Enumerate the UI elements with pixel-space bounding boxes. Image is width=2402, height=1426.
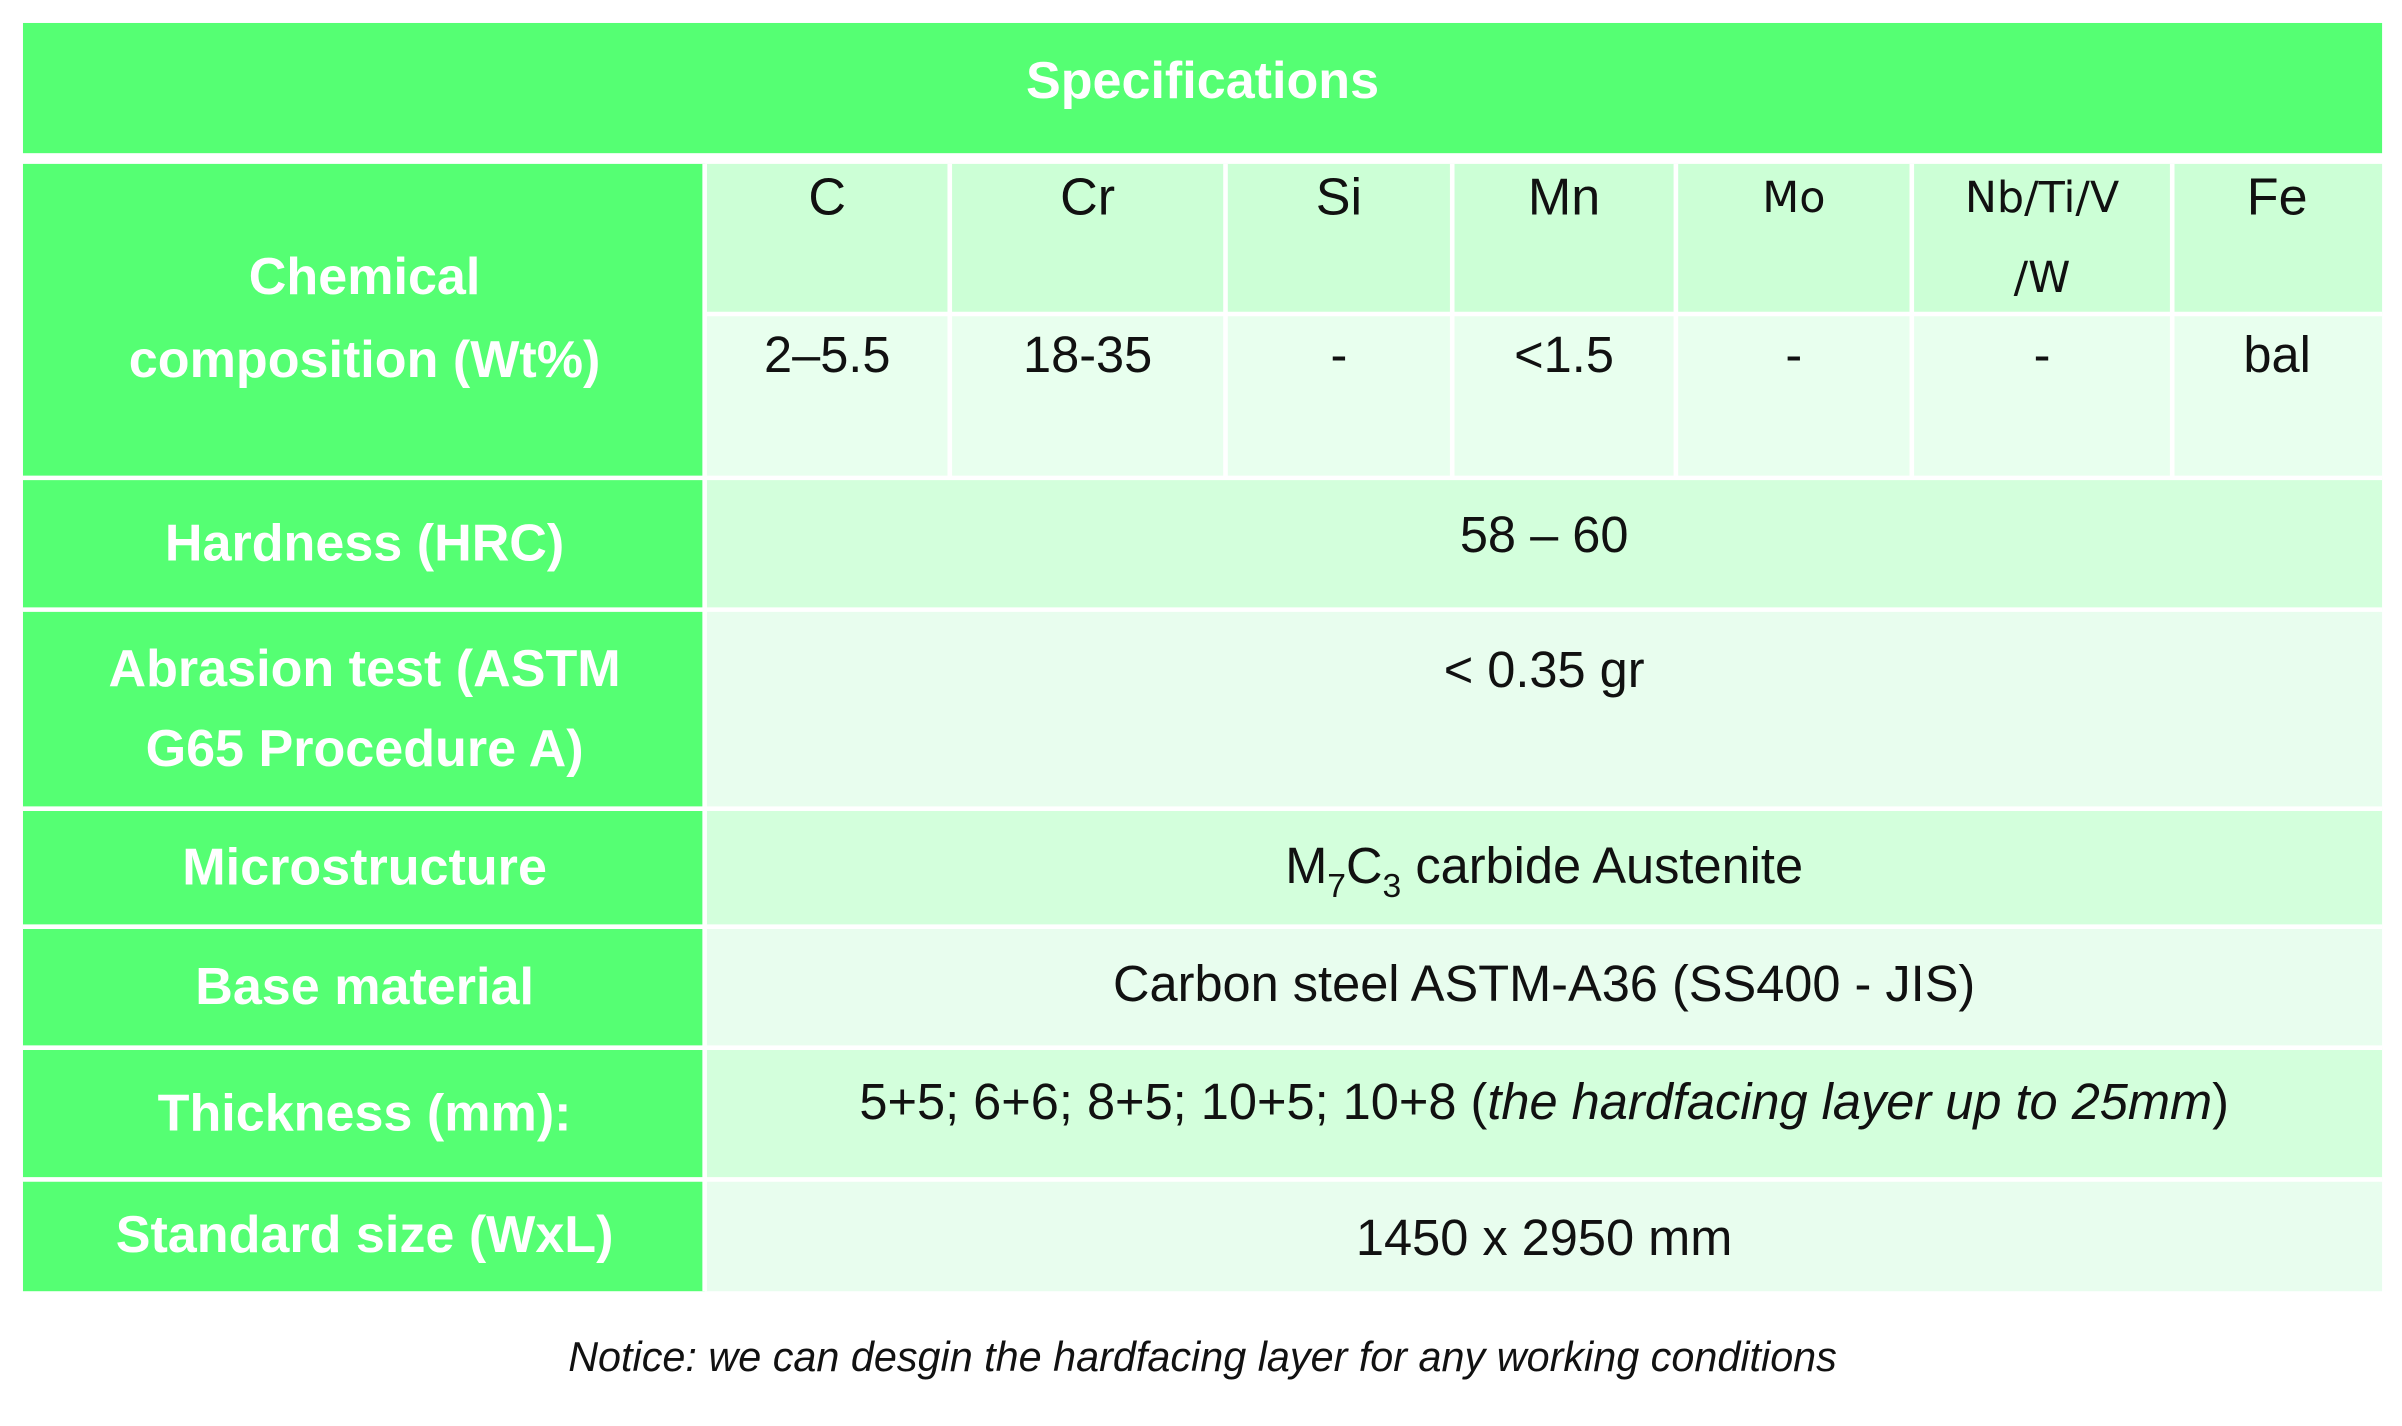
element-value: - <box>2034 326 2051 383</box>
title-bar <box>22 22 2383 154</box>
label-cell <box>22 926 705 1048</box>
row-value: < 0.35 gr <box>1444 641 1645 698</box>
value-cells <box>704 313 2383 478</box>
label-line: Thickness (mm): <box>158 1084 572 1142</box>
element-name: /W <box>2014 253 2071 303</box>
element-value: - <box>1330 326 1347 383</box>
label-cell <box>22 1047 705 1180</box>
element-name: Fe <box>2247 168 2308 226</box>
label-line: Abrasion test (ASTM <box>109 640 621 698</box>
value-part: 3 <box>1383 868 1402 905</box>
value-cell <box>704 477 2383 610</box>
element-name: Mo <box>1762 173 1825 223</box>
label-line: composition (Wt%) <box>129 331 601 389</box>
label-cell <box>22 1179 705 1292</box>
label-cell <box>22 808 705 927</box>
value-part: 5+5; 6+6; 8+5; 10+5; 10+8 ( <box>859 1073 1487 1130</box>
element-name: Nb/Ti/V <box>1965 173 2119 223</box>
header-cells <box>704 163 2383 314</box>
label-cell <box>22 477 705 610</box>
row-value: 1450 x 2950 mm <box>1356 1210 1732 1267</box>
value-cell <box>704 1179 2383 1292</box>
value-cell <box>704 926 2383 1048</box>
label-cell <box>22 609 705 809</box>
element-value: - <box>1785 326 1802 383</box>
value-part: carbide Austenite <box>1401 837 1803 894</box>
value-part: 58 – 60 <box>1460 506 1629 563</box>
value-part: the hardfacing layer up to 25mm <box>1487 1073 2212 1130</box>
element-name: Si <box>1316 168 1362 226</box>
value-part: ) <box>2212 1073 2229 1130</box>
value-part: M <box>1285 837 1327 894</box>
row-value: 5+5; 6+6; 8+5; 10+5; 10+8 (the hardfacin… <box>859 1073 2229 1130</box>
label-line: Chemical <box>249 248 481 306</box>
label-cell <box>22 163 705 478</box>
value-part: C <box>1346 837 1383 894</box>
element-value: <1.5 <box>1514 326 1614 383</box>
value-part: Carbon steel ASTM-A36 (SS400 - JIS) <box>1113 955 1975 1012</box>
row-value: Carbon steel ASTM-A36 (SS400 - JIS) <box>1113 955 1975 1012</box>
value-part: < 0.35 gr <box>1444 641 1645 698</box>
row-value: M7C3 carbide Austenite <box>1285 837 1803 905</box>
value-cell <box>704 1047 2383 1180</box>
label-line: Standard size (WxL) <box>116 1206 614 1264</box>
notice: Notice: we can desgin the hardfacing lay… <box>568 1334 1837 1380</box>
value-part: 1450 x 2950 mm <box>1356 1210 1732 1267</box>
label-line: Base material <box>195 958 534 1016</box>
table: Chemical composition (Wt%) C 2–5.5 Cr 18-35 Si… <box>22 163 2383 1292</box>
label-line: G65 Procedure A) <box>146 720 584 778</box>
title: Specifications <box>1026 52 1379 110</box>
element-value: 2–5.5 <box>764 326 890 383</box>
value-part: 7 <box>1327 868 1346 905</box>
element-value: bal <box>2243 326 2310 383</box>
element-name: Mn <box>1528 168 1600 226</box>
value-cell <box>704 609 2383 809</box>
value-cell <box>704 808 2383 927</box>
row-value: 58 – 60 <box>1460 506 1629 563</box>
element-name: Cr <box>1060 168 1115 226</box>
element-value: 18-35 <box>1023 326 1152 383</box>
label-line: Microstructure <box>182 839 547 897</box>
label-line: Hardness (HRC) <box>165 515 564 573</box>
element-name: C <box>808 168 846 226</box>
